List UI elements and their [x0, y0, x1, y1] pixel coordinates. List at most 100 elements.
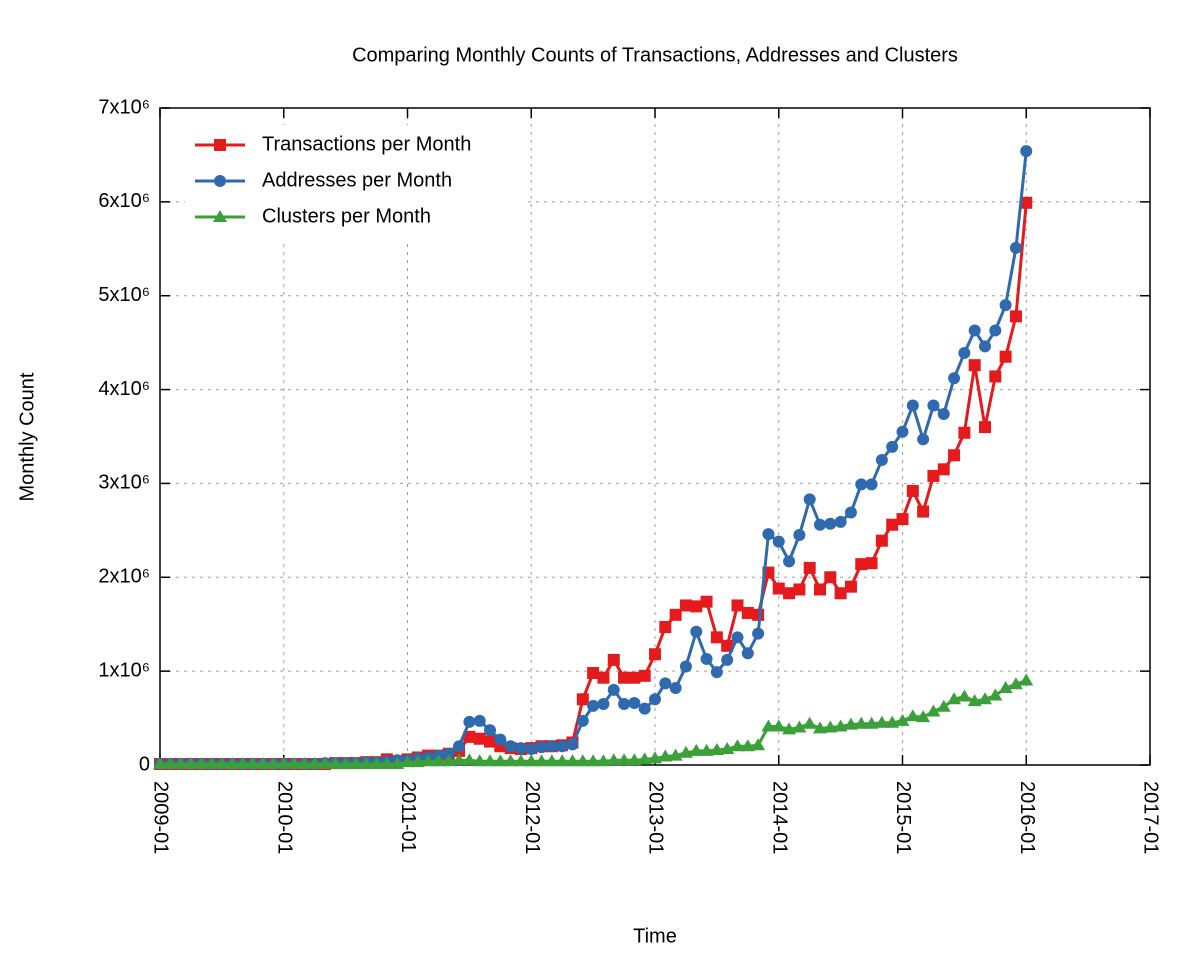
marker: [730, 739, 745, 752]
marker: [638, 669, 651, 682]
marker: [948, 372, 961, 385]
marker: [606, 753, 621, 766]
marker: [410, 755, 425, 768]
marker: [534, 754, 549, 767]
marker: [400, 755, 415, 768]
marker: [793, 529, 806, 542]
marker: [957, 689, 972, 702]
y-tick-label: 5x10⁶: [98, 284, 150, 306]
marker: [618, 697, 631, 710]
marker: [669, 608, 682, 621]
x-tick-label: 2009-01: [150, 781, 172, 854]
marker: [823, 720, 838, 733]
marker: [638, 702, 651, 715]
marker: [824, 517, 837, 530]
marker: [421, 754, 436, 767]
marker: [793, 583, 806, 596]
marker: [813, 721, 827, 734]
marker: [917, 505, 930, 518]
marker: [597, 671, 610, 684]
marker: [669, 682, 682, 695]
marker: [617, 753, 632, 766]
marker: [752, 608, 765, 621]
marker: [896, 513, 909, 526]
marker: [649, 648, 661, 661]
marker: [958, 346, 971, 359]
marker: [493, 754, 508, 767]
marker: [874, 715, 889, 728]
marker: [513, 754, 528, 767]
marker: [999, 350, 1012, 363]
marker: [338, 757, 353, 770]
marker: [453, 740, 466, 753]
y-tick-label: 3x10⁶: [98, 472, 150, 494]
marker: [802, 716, 817, 729]
marker: [803, 493, 816, 506]
marker: [648, 751, 662, 764]
marker: [514, 742, 527, 755]
marker: [494, 733, 507, 746]
marker: [504, 740, 517, 753]
marker: [452, 753, 467, 766]
marker: [771, 719, 786, 732]
y-tick-label: 4x10⁶: [98, 378, 150, 400]
marker: [978, 692, 992, 705]
marker: [721, 639, 734, 652]
marker: [690, 600, 703, 613]
marker: [484, 724, 496, 737]
marker: [814, 583, 826, 596]
y-tick-label: 1x10⁶: [98, 659, 150, 681]
marker: [699, 743, 714, 756]
marker: [679, 599, 692, 612]
marker: [1009, 310, 1022, 323]
marker: [865, 557, 878, 570]
x-tick-label: 2017-01: [1140, 781, 1162, 854]
marker: [524, 754, 539, 767]
marker: [256, 757, 271, 770]
y-tick-label: 0: [139, 753, 150, 775]
marker: [658, 749, 673, 762]
marker: [772, 582, 785, 595]
marker: [700, 595, 713, 608]
marker: [927, 469, 940, 482]
marker: [235, 757, 250, 770]
marker: [503, 754, 518, 767]
marker: [700, 652, 713, 665]
marker: [463, 715, 476, 728]
marker: [1008, 677, 1023, 690]
marker: [843, 717, 858, 730]
marker: [359, 757, 374, 770]
marker: [318, 757, 332, 770]
chart-title: Comparing Monthly Counts of Transactions…: [352, 44, 958, 66]
marker: [834, 587, 847, 600]
marker: [287, 757, 302, 770]
marker: [751, 738, 766, 751]
marker: [472, 754, 487, 767]
marker: [328, 757, 343, 770]
marker: [865, 478, 878, 491]
marker: [917, 433, 930, 446]
marker: [214, 757, 229, 770]
marker: [844, 580, 857, 593]
marker: [783, 555, 796, 568]
marker: [586, 754, 601, 767]
marker: [525, 743, 538, 756]
marker: [1020, 196, 1033, 209]
marker: [628, 671, 641, 684]
marker: [183, 757, 198, 770]
x-tick-label: 2010-01: [273, 781, 295, 854]
x-tick-label: 2016-01: [1016, 781, 1038, 854]
marker: [906, 399, 919, 412]
marker: [566, 738, 579, 751]
marker: [710, 631, 723, 644]
marker: [886, 518, 899, 531]
marker: [307, 757, 322, 770]
x-tick-label: 2014-01: [768, 781, 790, 854]
marker: [709, 742, 724, 755]
marker: [948, 449, 961, 462]
marker: [752, 627, 765, 640]
marker: [875, 453, 888, 466]
x-tick-label: 2011-01: [397, 781, 419, 853]
marker: [204, 757, 219, 770]
